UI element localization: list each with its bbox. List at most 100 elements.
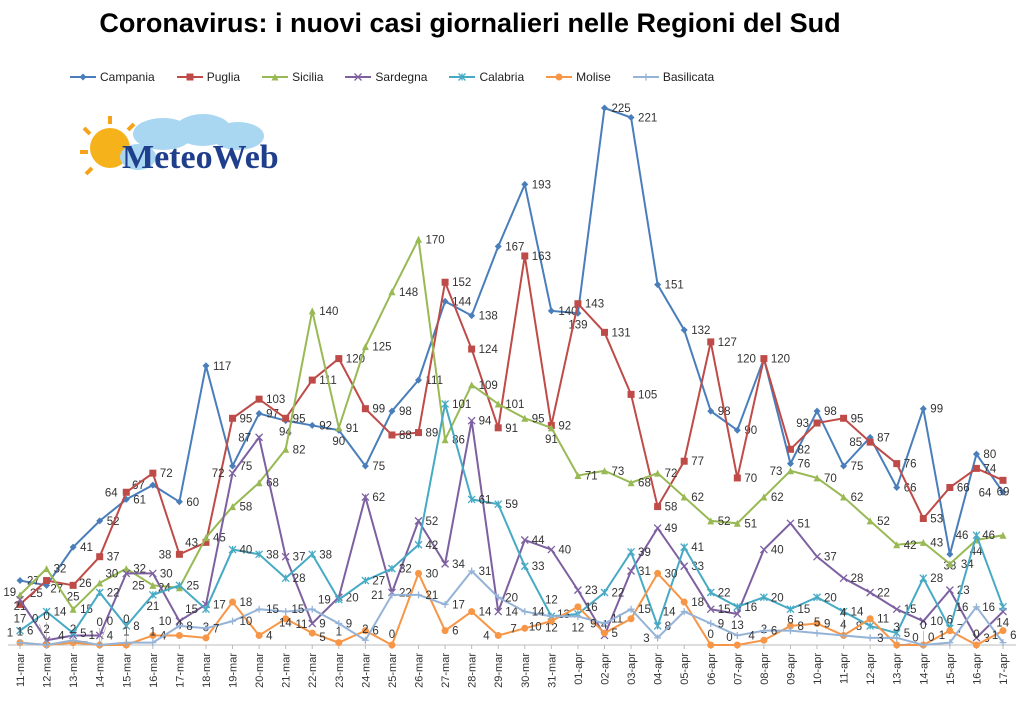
data-point [96,517,104,525]
data-label: 33 [532,561,545,573]
x-tick-label: 31-mar [546,653,558,688]
data-label: 73 [611,466,624,478]
data-label: 148 [399,287,418,299]
data-point [893,460,901,468]
data-label: 46 [982,530,995,542]
data-label: 140 [319,306,338,318]
data-label: 73 [770,466,783,478]
data-point [43,577,51,585]
data-label: 61 [479,494,492,506]
data-label: 20 [824,592,837,604]
data-label: 99 [372,404,385,416]
data-point [202,634,210,642]
label-leader-line [39,624,47,646]
data-point [866,517,874,525]
data-label: 91 [346,423,359,435]
data-label: 170 [426,234,445,246]
series-line [19,255,1004,606]
series-line [19,420,1004,642]
leader-lines [39,618,924,646]
data-point [574,300,582,308]
data-point [308,550,317,559]
data-point [149,581,157,589]
legend-item-sicilia: Sicilia [262,70,323,84]
data-label: 14 [54,607,67,619]
data-point [654,634,662,642]
data-label: 25 [132,580,145,592]
data-label: 58 [665,502,678,514]
data-point [600,104,608,112]
x-tick-label: 18-mar [201,653,213,688]
data-label: 40 [771,545,784,557]
data-label: 20 [505,592,518,604]
data-point [547,617,555,625]
data-label: 0 [726,632,732,644]
data-point [414,540,423,549]
legend-marker [555,73,563,81]
data-label: 143 [585,299,604,311]
data-label: 89 [426,428,439,440]
series-line [19,106,1004,587]
data-point [600,467,608,475]
data-point [494,631,502,639]
data-point [547,424,555,432]
series-line [19,235,1004,611]
legend-marker [271,73,279,81]
data-point [149,481,157,489]
data-label: 12 [545,594,558,606]
x-tick-label: 03-apr [626,653,638,685]
data-label: 39 [638,547,651,559]
data-label: 31 [638,566,651,578]
series-line [19,403,1004,635]
data-point [361,636,369,644]
data-label: 22 [107,587,120,599]
x-tick-label: 13-apr [892,653,904,685]
data-label: 34 [452,559,465,571]
data-label: 16 [982,602,995,614]
data-point [627,547,636,556]
data-point [786,467,794,475]
data-point [627,390,635,398]
data-label: 15 [185,604,198,616]
data-point [388,288,396,296]
data-label: 0 [920,620,926,632]
data-point [707,407,715,415]
data-point [281,574,290,583]
x-tick-label: 16-mar [148,653,160,688]
data-point [547,612,555,620]
data-point [282,615,290,623]
data-point [229,598,237,606]
series-campania: 2252211931671511441401391381321201171119… [16,103,1007,600]
data-point [946,483,954,491]
data-label: 30 [426,568,439,580]
data-point [760,493,768,501]
data-point [229,503,237,511]
data-point [919,574,928,583]
data-point [972,464,980,472]
data-label: 22 [718,587,731,599]
data-point [627,615,635,623]
data-label: 30 [105,568,118,580]
data-label: 27 [50,583,63,595]
data-label: 163 [532,251,551,263]
label-leader-line [73,640,88,643]
data-label: 15 [797,604,810,616]
data-point [361,576,370,585]
data-label: 103 [266,394,285,406]
data-point [16,639,24,647]
x-marker-icon [345,73,372,81]
data-label: 138 [479,311,498,323]
data-label: 14 [851,607,864,619]
data-point [946,639,954,647]
data-point [786,605,795,614]
data-point [706,588,715,597]
data-label: 9 [718,619,724,631]
data-point [946,627,954,635]
data-label: 67 [132,480,145,492]
data-label: 1 [992,630,998,642]
data-point [999,476,1007,484]
data-label: 85 [849,437,862,449]
label-leader-line [99,626,107,646]
data-point [521,624,529,632]
data-label: 221 [638,113,657,125]
